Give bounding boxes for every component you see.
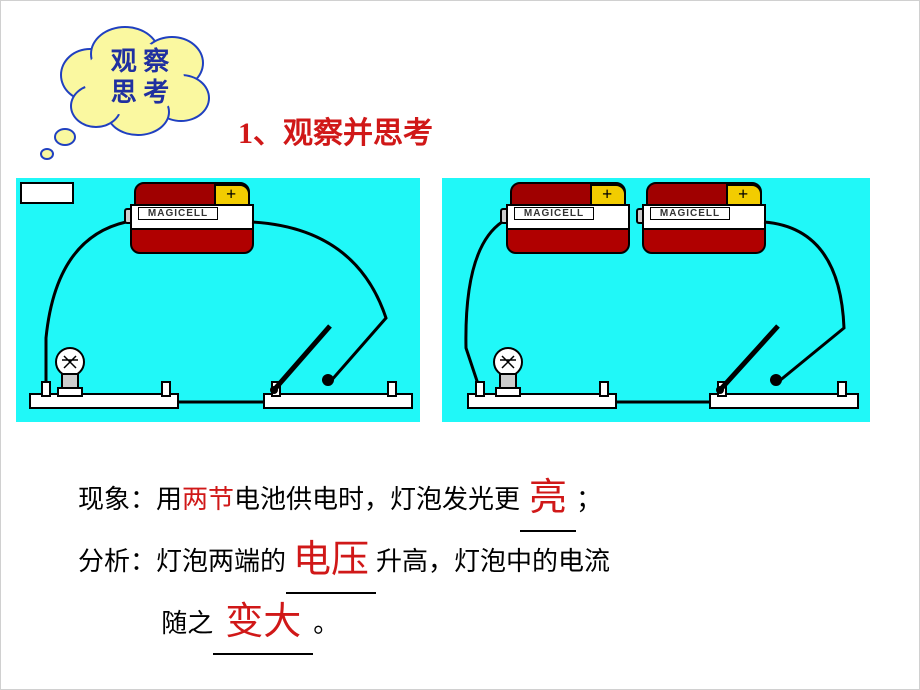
t3end: 。 bbox=[313, 609, 339, 638]
analysis-line-1: 分析：灯泡两端的电压升高，灯泡中的电流 bbox=[78, 532, 610, 594]
diagram-row: MAGICELL bbox=[16, 178, 870, 422]
cloud-text: 观 察 思 考 bbox=[90, 46, 190, 108]
blank-2-fill: 电压 bbox=[293, 541, 369, 579]
cloud-line2: 思 考 bbox=[111, 78, 170, 107]
circuit-diagram-two-batteries: MAGICELL MAGICELL bbox=[442, 178, 870, 422]
t1a: 现象：用 bbox=[78, 485, 182, 514]
observation-text: 现象：用两节电池供电时，灯泡发光更亮； 分析：灯泡两端的电压升高，灯泡中的电流 … bbox=[78, 470, 610, 655]
t2a: 分析：灯泡两端的 bbox=[78, 547, 286, 576]
circuit-diagram-one-battery: MAGICELL bbox=[16, 178, 420, 422]
thought-cloud: 观 察 思 考 bbox=[60, 18, 230, 138]
blank-3-fill: 变大 bbox=[225, 603, 301, 641]
t1red: 两节 bbox=[182, 485, 234, 514]
t3a: 随之 bbox=[161, 609, 213, 638]
t1end: ； bbox=[576, 485, 602, 514]
section-title: 1、观察并思考 bbox=[238, 108, 433, 152]
phenomenon-line: 现象：用两节电池供电时，灯泡发光更亮 ； bbox=[78, 470, 610, 532]
circuit-svg bbox=[442, 178, 870, 422]
t2b: 升高，灯泡中的电流 bbox=[376, 547, 610, 576]
circuit-svg bbox=[16, 178, 420, 422]
blank-1-fill: 亮 bbox=[529, 479, 567, 517]
analysis-line-2: 随之变大。 bbox=[78, 594, 610, 656]
t1b: 电池供电时，灯泡发光更 bbox=[234, 485, 520, 514]
cloud-line1: 观 察 bbox=[111, 47, 170, 76]
